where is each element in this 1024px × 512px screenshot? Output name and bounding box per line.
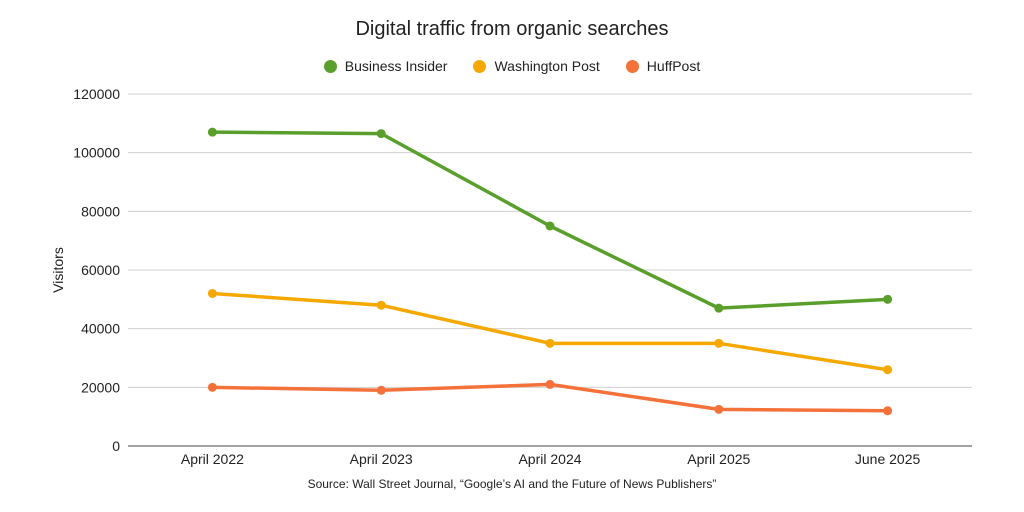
data-point-washington-post [545,338,555,348]
data-point-business-insider [207,127,217,137]
data-point-washington-post [376,300,386,310]
data-point-huffpost [376,385,386,395]
y-axis-label: Visitors [50,247,66,293]
data-point-huffpost [207,382,217,392]
legend-label-washington-post: Washington Post [494,58,600,74]
y-tick-label: 20000 [81,379,120,395]
legend-swatch-washington-post [473,59,487,73]
data-point-business-insider [545,221,555,231]
data-point-washington-post [207,288,217,298]
x-tick-label: April 2022 [181,451,244,467]
data-point-business-insider [883,294,893,304]
legend-swatch-huffpost [625,59,639,73]
source-note: Source: Wall Street Journal, “Google’s A… [307,477,717,491]
legend-item-washington-post: Washington Post [473,58,600,74]
data-point-huffpost [714,404,724,414]
x-tick-label: April 2025 [687,451,750,467]
data-point-huffpost [545,379,555,389]
y-tick-label: 100000 [73,145,120,161]
chart-title: Digital traffic from organic searches [355,18,669,40]
y-tick-label: 120000 [73,86,120,102]
data-point-huffpost [883,406,893,416]
legend-swatch-business-insider [323,59,337,73]
data-point-washington-post [714,338,724,348]
x-tick-label: April 2023 [350,451,413,467]
data-point-washington-post [883,365,893,375]
x-tick-label: April 2024 [518,451,581,467]
series-line-business-insider [210,130,890,310]
legend-item-huffpost: HuffPost [625,58,701,74]
y-tick-label: 0 [112,438,120,454]
x-tick-label: June 2025 [855,451,921,467]
chart-legend: Business Insider Washington Post HuffPos… [0,58,1024,74]
legend-item-business-insider: Business Insider [323,58,448,74]
y-tick-label: 60000 [81,262,120,278]
y-tick-label: 80000 [81,203,120,219]
data-point-business-insider [376,129,386,139]
data-point-business-insider [714,303,724,313]
legend-label-huffpost: HuffPost [646,58,701,74]
legend-label-business-insider: Business Insider [344,58,448,74]
y-tick-label: 40000 [81,321,120,337]
